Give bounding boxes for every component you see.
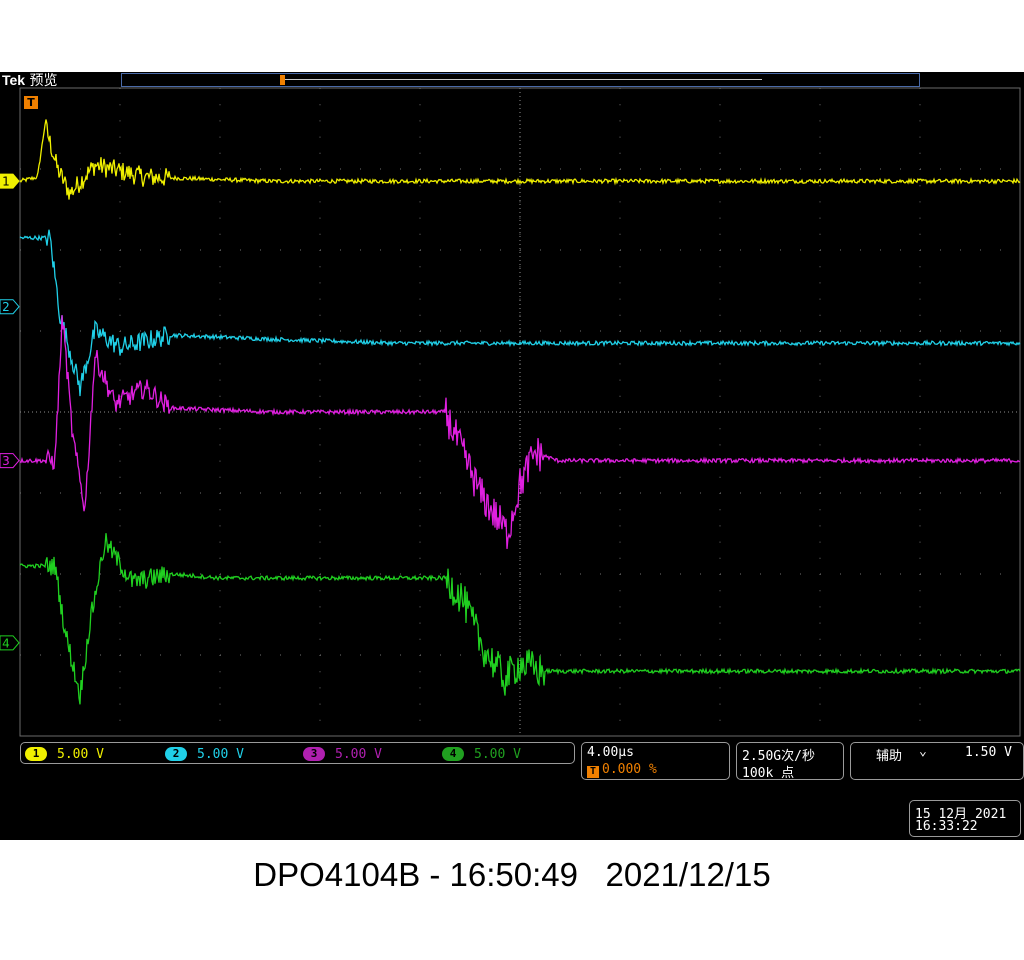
date: 15 12月 2021 [915, 807, 1007, 822]
channel-1-marker-label: 1 [2, 175, 10, 189]
channel-2-ground-marker[interactable]: 2 [0, 299, 20, 315]
channel-3-scale-value: 5.00 V [335, 746, 382, 762]
channel-1-scale-value: 5.00 V [57, 746, 104, 762]
brand-logo: Tek [2, 72, 26, 88]
channel-4-scale[interactable]: 4 5.00 V [442, 746, 521, 762]
channel-1-scale[interactable]: 1 5.00 V [25, 746, 104, 762]
waveform-traces [19, 119, 1021, 705]
channel-1-badge: 1 [25, 747, 47, 761]
channel-3-marker-shape [0, 453, 20, 469]
trigger-position-marker[interactable] [280, 75, 285, 85]
trigger-source: 辅助 [876, 749, 903, 764]
channel-3-waveform [19, 315, 1021, 549]
channel-markers: 1 2 3 4 [0, 173, 20, 651]
trigger-panel[interactable]: 辅助 ⌄ 1.50 V [850, 742, 1024, 780]
acquisition-panel[interactable]: 2.50G次/秒 100k 点 [736, 742, 844, 781]
channel-3-badge: 3 [303, 747, 325, 761]
trigger-position-readout: T 0.000 % [587, 762, 657, 778]
sample-rate: 2.50G次/秒 [742, 749, 815, 764]
trigger-position-value: 0.000 % [602, 762, 657, 777]
channel-3-marker-label: 3 [2, 454, 10, 468]
channel-4-scale-value: 5.00 V [474, 746, 521, 762]
channel-3-ground-marker[interactable]: 3 [0, 453, 20, 469]
channel-2-waveform [19, 229, 1021, 397]
trigger-icon: T [587, 766, 599, 778]
channel-2-badge: 2 [165, 747, 187, 761]
datetime-panel: 15 12月 2021 16:33:22 [909, 800, 1021, 837]
channel-4-ground-marker[interactable]: 4 [0, 635, 20, 651]
channel-scale-panel: 1 5.00 V 2 5.00 V 3 5.00 V 4 5.00 V [20, 742, 575, 764]
channel-1-marker-shape [0, 173, 20, 189]
record-view-window [282, 79, 762, 80]
channel-4-badge: 4 [442, 747, 464, 761]
channel-2-scale[interactable]: 2 5.00 V [165, 746, 244, 762]
record-length: 100k 点 [742, 766, 795, 781]
timebase-panel[interactable]: 4.00µs T 0.000 % [581, 742, 730, 780]
channel-2-scale-value: 5.00 V [197, 746, 244, 762]
image-caption: DPO4104B - 16:50:49 2021/12/15 [253, 856, 771, 893]
timebase-scale: 4.00µs [587, 745, 634, 760]
channel-1-ground-marker[interactable]: 1 [0, 173, 20, 189]
oscilloscope-screen: Tek 预览 T 1 2 3 4 1 5.00 V 2 5.00 V 3 5.00 V… [0, 72, 1024, 840]
channel-2-marker-shape [0, 299, 20, 315]
channel-3-scale[interactable]: 3 5.00 V [303, 746, 382, 762]
waveform-plot: 1 2 3 4 [0, 87, 1021, 737]
channel-4-marker-label: 4 [2, 636, 10, 650]
time: 16:33:22 [915, 819, 978, 834]
channel-2-marker-label: 2 [2, 300, 10, 314]
record-view-bar[interactable] [121, 73, 920, 87]
brand-header: Tek 预览 [2, 72, 58, 89]
channel-1-waveform [19, 119, 1021, 200]
trigger-point-icon: T [24, 96, 38, 109]
channel-4-waveform [19, 533, 1021, 705]
trigger-level: 1.50 V [965, 745, 1012, 760]
acquisition-mode: 预览 [29, 73, 58, 89]
falling-edge-icon: ⌄ [919, 744, 927, 759]
channel-4-marker-shape [0, 635, 20, 651]
